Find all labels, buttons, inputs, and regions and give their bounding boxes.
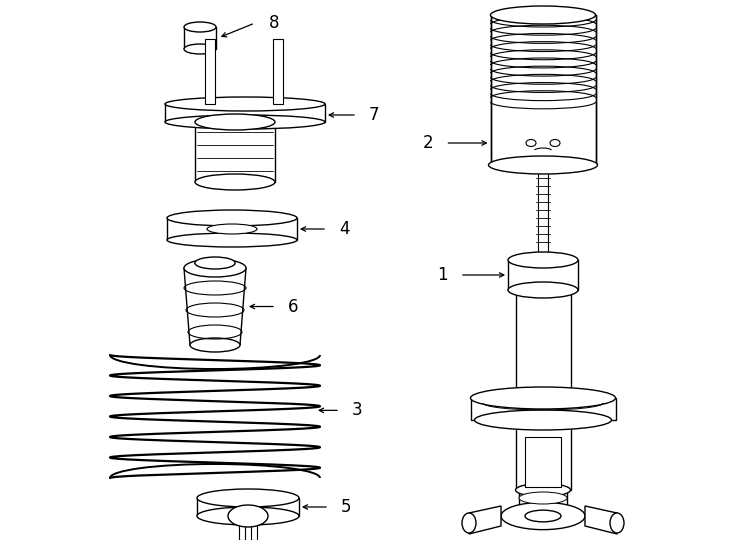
Text: 4: 4	[339, 220, 349, 238]
Bar	[515, 290, 570, 390]
Ellipse shape	[165, 115, 325, 129]
Bar	[195, 122, 275, 182]
Bar	[508, 260, 578, 290]
Bar	[184, 27, 216, 49]
Bar	[525, 437, 561, 487]
Ellipse shape	[197, 507, 299, 525]
Bar	[470, 398, 616, 420]
Ellipse shape	[515, 283, 570, 297]
Ellipse shape	[195, 114, 275, 130]
Polygon shape	[184, 268, 246, 345]
Bar	[515, 420, 570, 490]
Ellipse shape	[474, 410, 611, 430]
Text: 7: 7	[369, 106, 379, 124]
Ellipse shape	[184, 44, 216, 54]
Polygon shape	[469, 506, 501, 534]
Text: 2: 2	[423, 134, 434, 152]
Bar	[197, 498, 299, 516]
Ellipse shape	[490, 6, 595, 24]
Bar	[273, 39, 283, 104]
Ellipse shape	[526, 139, 536, 146]
Ellipse shape	[167, 233, 297, 247]
Ellipse shape	[195, 257, 235, 269]
Bar	[205, 39, 215, 104]
Text: 5: 5	[341, 498, 352, 516]
Bar	[519, 490, 567, 515]
Ellipse shape	[610, 513, 624, 533]
Text: 1: 1	[437, 266, 448, 284]
Ellipse shape	[195, 174, 275, 190]
Bar	[167, 218, 297, 240]
Text: 3: 3	[352, 401, 363, 420]
Ellipse shape	[515, 483, 570, 496]
Bar	[251, 524, 257, 540]
Polygon shape	[585, 506, 617, 534]
Ellipse shape	[550, 139, 560, 146]
Ellipse shape	[190, 338, 240, 352]
Ellipse shape	[228, 505, 268, 527]
Ellipse shape	[167, 210, 297, 226]
Ellipse shape	[184, 259, 246, 277]
Ellipse shape	[501, 502, 585, 530]
Ellipse shape	[470, 387, 616, 409]
Ellipse shape	[165, 97, 325, 111]
Ellipse shape	[197, 489, 299, 507]
Ellipse shape	[519, 492, 567, 504]
Ellipse shape	[525, 510, 561, 522]
Bar	[239, 524, 245, 540]
Text: 6: 6	[288, 298, 299, 315]
Ellipse shape	[207, 224, 257, 234]
Ellipse shape	[462, 513, 476, 533]
Ellipse shape	[515, 414, 570, 427]
Ellipse shape	[489, 156, 597, 174]
Ellipse shape	[184, 22, 216, 32]
Ellipse shape	[508, 282, 578, 298]
Text: 8: 8	[269, 14, 280, 32]
Bar	[165, 104, 325, 122]
Bar	[538, 165, 548, 255]
Bar	[490, 15, 595, 165]
Ellipse shape	[508, 252, 578, 268]
